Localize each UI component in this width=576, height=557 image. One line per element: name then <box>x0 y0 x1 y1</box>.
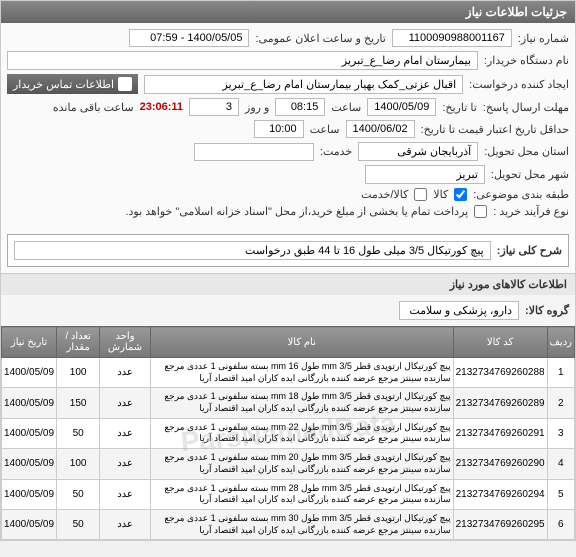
cell-code: 2132734769260289 <box>453 388 547 418</box>
khadamat-checkbox[interactable] <box>414 188 427 201</box>
cell-name: پیچ کورتیکال ارتوپدی قطر mm 3/5 طول mm 2… <box>150 479 453 509</box>
cell-date: 1400/05/09 <box>2 418 57 448</box>
etebar-time: 10:00 <box>254 120 304 138</box>
cell-radif: 3 <box>547 418 574 448</box>
cell-radif: 6 <box>547 509 574 539</box>
saat-label-1: ساعت <box>331 101 361 114</box>
col-code: کد کالا <box>453 327 547 358</box>
ijad-value: اقبال عزتی_کمک بهیار بیمارستان امام رضا_… <box>144 75 463 94</box>
tabaghe-label: طبقه بندی موضوعی: <box>473 188 569 201</box>
sharh-value: پیچ کورتیکال 3/5 میلی طول 16 تا 44 طبق د… <box>14 241 491 260</box>
col-name: نام کالا <box>150 327 453 358</box>
contact-icon <box>118 77 132 91</box>
cell-unit: عدد <box>100 449 151 479</box>
etebar-label: حداقل تاریخ اعتبار قیمت تا تاریخ: <box>421 123 569 136</box>
cell-name: پیچ کورتیکال ارتوپدی قطر mm 3/5 طول mm 1… <box>150 358 453 388</box>
etebar-date: 1400/06/02 <box>346 120 415 138</box>
cell-unit: عدد <box>100 479 151 509</box>
contact-bar[interactable]: اطلاعات تماس خریدار <box>7 74 138 94</box>
cell-radif: 5 <box>547 479 574 509</box>
cell-name: پیچ کورتیکال ارتوپدی قطر mm 3/5 طول mm 1… <box>150 388 453 418</box>
col-qty: تعداد / مقدار <box>57 327 100 358</box>
goods-table: ردیف کد کالا نام کالا واحد شمارش تعداد /… <box>1 326 575 540</box>
cell-unit: عدد <box>100 418 151 448</box>
cell-code: 2132734769260291 <box>453 418 547 448</box>
cell-unit: عدد <box>100 358 151 388</box>
cell-code: 2132734769260295 <box>453 509 547 539</box>
cell-date: 1400/05/09 <box>2 358 57 388</box>
pardakht-checkbox[interactable] <box>474 205 487 218</box>
kala-checkbox[interactable] <box>454 188 467 201</box>
rooz-value: 3 <box>189 98 239 116</box>
cell-code: 2132734769260288 <box>453 358 547 388</box>
table-header-row: ردیف کد کالا نام کالا واحد شمارش تعداد /… <box>2 327 575 358</box>
sharh-label: شرح کلی نیاز: <box>497 244 562 257</box>
table-row: 52132734769260294پیچ کورتیکال ارتوپدی قط… <box>2 479 575 509</box>
cell-qty: 50 <box>57 418 100 448</box>
saat-label-2: ساعت <box>310 123 340 136</box>
cell-radif: 1 <box>547 358 574 388</box>
cell-radif: 2 <box>547 388 574 418</box>
table-row: 62132734769260295پیچ کورتیکال ارتوپدی قط… <box>2 509 575 539</box>
cell-date: 1400/05/09 <box>2 449 57 479</box>
col-radif: ردیف <box>547 327 574 358</box>
cell-unit: عدد <box>100 388 151 418</box>
panel-title: جزئیات اطلاعات نیاز <box>1 1 575 23</box>
pardakht-note: پرداخت تمام یا بخشی از مبلغ خرید،از محل … <box>125 205 468 218</box>
cell-qty: 50 <box>57 509 100 539</box>
tarikh-elan-value: 1400/05/05 - 07:59 <box>129 29 249 47</box>
cell-name: پیچ کورتیکال ارتوپدی قطر mm 3/5 طول mm 2… <box>150 418 453 448</box>
contact-label: اطلاعات تماس خریدار <box>13 78 114 91</box>
shahr-label: شهر محل تحویل: <box>491 168 569 181</box>
details-panel: جزئیات اطلاعات نیاز شماره نیاز: 11000909… <box>0 0 576 541</box>
col-unit: واحد شمارش <box>100 327 151 358</box>
gorooh-value: دارو، پزشکی و سلامت <box>399 301 519 320</box>
shahr-value: تبریز <box>365 165 485 184</box>
cell-date: 1400/05/09 <box>2 479 57 509</box>
timer-suffix: ساعت باقی مانده <box>53 101 134 114</box>
mohlat-label: مهلت ارسال پاسخ: <box>483 101 569 114</box>
khadamat-value <box>194 143 314 161</box>
cell-name: پیچ کورتیکال ارتوپدی قطر mm 3/5 طول mm 2… <box>150 449 453 479</box>
mohlat-time: 08:15 <box>275 98 325 116</box>
cell-code: 2132734769260290 <box>453 449 547 479</box>
dastgah-value: بیمارستان امام رضا_ع_تبریز <box>7 51 478 70</box>
ostan-value: آذربایجان شرقی <box>358 142 478 161</box>
cell-radif: 4 <box>547 449 574 479</box>
table-container: ParsNamadData ردیف کد کالا نام کالا واحد… <box>1 326 575 540</box>
rooz-label: و روز <box>245 101 269 114</box>
ta-label: تا تاریخ: <box>442 101 476 114</box>
cell-date: 1400/05/09 <box>2 509 57 539</box>
kala-chk-label: کالا <box>433 188 448 201</box>
goods-section-title: اطلاعات کالاهای مورد نیاز <box>1 273 575 295</box>
table-row: 12132734769260288پیچ کورتیکال ارتوپدی قط… <box>2 358 575 388</box>
ostan-label: استان محل تحویل: <box>484 145 569 158</box>
dastgah-label: نام دستگاه خریدار: <box>484 54 569 67</box>
countdown-timer: 23:06:11 <box>140 101 183 113</box>
table-row: 22132734769260289پیچ کورتیکال ارتوپدی قط… <box>2 388 575 418</box>
cell-qty: 150 <box>57 388 100 418</box>
khadamat-chk-label: کالا/خدمت <box>361 188 408 201</box>
cell-unit: عدد <box>100 509 151 539</box>
sharh-box: شرح کلی نیاز: پیچ کورتیکال 3/5 میلی طول … <box>7 234 569 267</box>
farayand-label: نوع فرآیند خرید : <box>493 205 569 218</box>
table-row: 32132734769260291پیچ کورتیکال ارتوپدی قط… <box>2 418 575 448</box>
shomare-niaz-value: 1100090988001167 <box>392 29 512 47</box>
form-area: شماره نیاز: 1100090988001167 تاریخ و ساع… <box>1 23 575 228</box>
tarikh-elan-label: تاریخ و ساعت اعلان عمومی: <box>255 32 385 45</box>
col-date: تاریخ نیاز <box>2 327 57 358</box>
ijad-label: ایجاد کننده درخواست: <box>469 78 569 91</box>
mohlat-date: 1400/05/09 <box>367 98 436 116</box>
gorooh-row: گروه کالا: دارو، پزشکی و سلامت <box>1 295 575 326</box>
cell-qty: 50 <box>57 479 100 509</box>
table-row: 42132734769260290پیچ کورتیکال ارتوپدی قط… <box>2 449 575 479</box>
cell-code: 2132734769260294 <box>453 479 547 509</box>
cell-qty: 100 <box>57 449 100 479</box>
cell-date: 1400/05/09 <box>2 388 57 418</box>
cell-qty: 100 <box>57 358 100 388</box>
khadamat-label: خدمت: <box>320 145 352 158</box>
cell-name: پیچ کورتیکال ارتوپدی قطر mm 3/5 طول mm 3… <box>150 509 453 539</box>
gorooh-label: گروه کالا: <box>525 304 569 317</box>
shomare-niaz-label: شماره نیاز: <box>518 32 569 45</box>
